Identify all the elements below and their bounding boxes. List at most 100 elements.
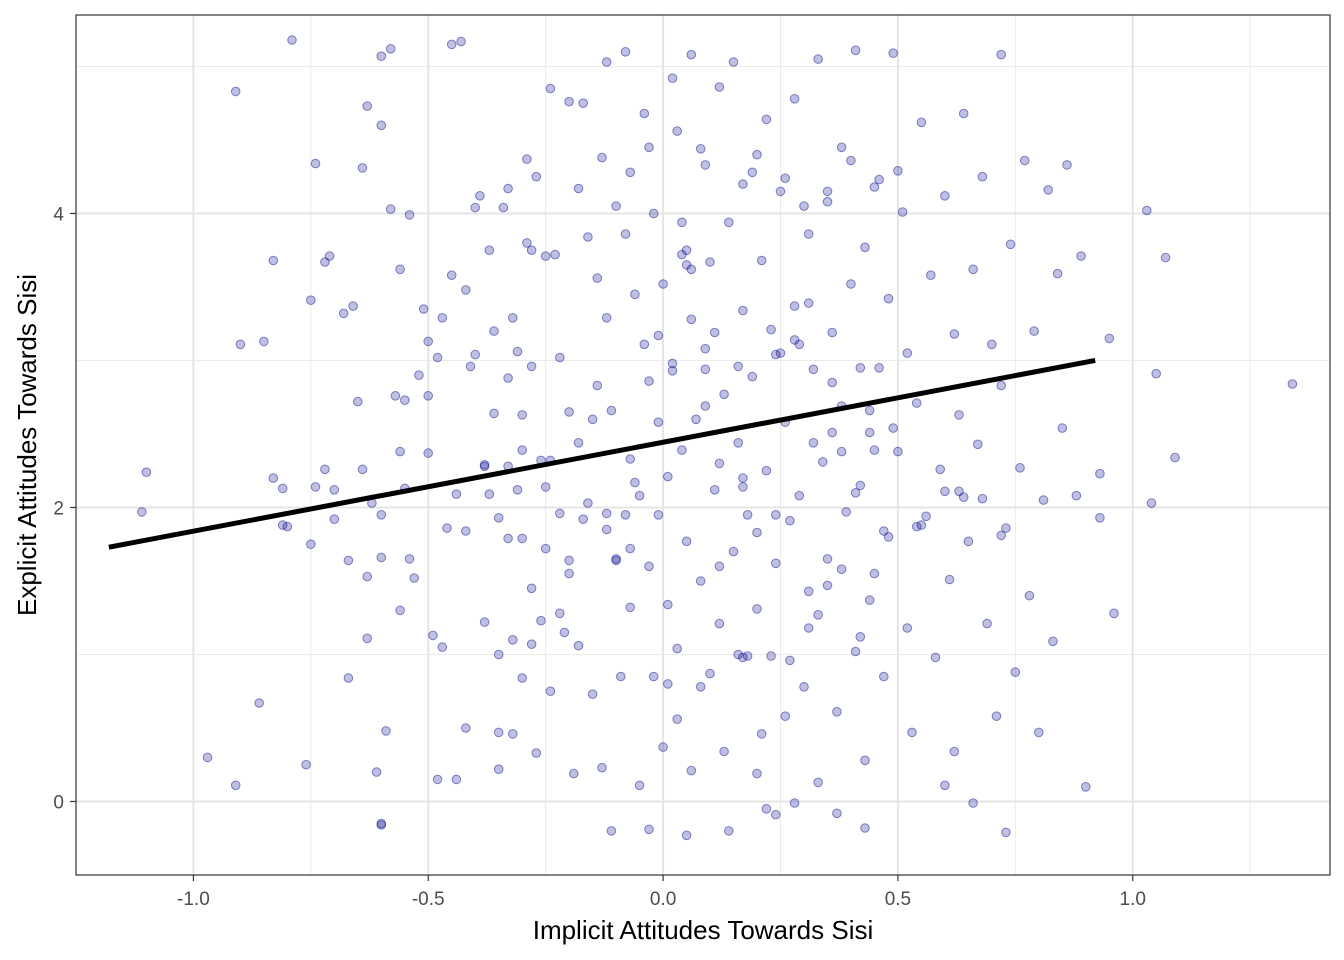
data-point — [512, 485, 523, 495]
data-point — [658, 742, 668, 752]
data-point — [846, 155, 856, 166]
data-point — [756, 255, 767, 266]
data-point — [400, 395, 410, 406]
data-point — [714, 618, 725, 629]
data-point — [489, 326, 499, 336]
data-point — [1019, 155, 1030, 166]
data-point — [550, 249, 560, 260]
data-point — [470, 349, 481, 360]
data-point — [958, 492, 969, 503]
data-point — [663, 679, 673, 689]
data-point — [977, 171, 988, 182]
x-tick-label: -1.0 — [177, 889, 210, 910]
data-point — [822, 554, 833, 564]
data-point — [418, 304, 429, 314]
data-point — [564, 407, 574, 417]
data-point — [709, 327, 720, 338]
data-point — [775, 186, 786, 197]
data-point — [555, 352, 565, 363]
data-point — [601, 524, 612, 535]
data-point — [479, 461, 490, 472]
data-point — [1005, 239, 1016, 250]
data-point — [423, 336, 434, 347]
data-point — [385, 204, 396, 214]
data-point — [968, 798, 978, 808]
data-point — [409, 573, 420, 583]
data-point — [423, 391, 434, 401]
data-point — [625, 167, 636, 178]
data-point — [1071, 490, 1082, 501]
data-point — [634, 490, 645, 501]
data-point — [540, 482, 551, 492]
data-point — [611, 554, 621, 564]
data-point — [911, 521, 922, 532]
y-axis-title: Explicit Attitudes Towards Sisi — [12, 274, 42, 616]
data-point — [395, 446, 405, 457]
data-point — [1095, 468, 1105, 479]
data-point — [686, 264, 697, 275]
data-point — [357, 464, 368, 475]
data-point — [644, 824, 654, 835]
data-point — [752, 527, 762, 538]
data-point — [320, 257, 330, 267]
data-point — [141, 467, 152, 478]
data-point — [973, 439, 983, 450]
data-point — [799, 682, 809, 692]
data-point — [780, 173, 791, 183]
data-point — [428, 630, 438, 641]
data-point — [583, 232, 593, 242]
data-point — [907, 727, 917, 738]
data-point — [1010, 667, 1021, 677]
data-point — [742, 510, 753, 520]
data-point — [667, 73, 678, 83]
data-point — [606, 405, 617, 416]
data-point — [559, 627, 570, 638]
data-point — [860, 242, 870, 253]
data-point — [700, 364, 711, 375]
data-point — [728, 57, 739, 67]
data-point — [620, 47, 631, 57]
data-point — [761, 804, 772, 814]
fit-line-group — [108, 358, 1096, 550]
data-point — [724, 217, 734, 228]
data-point — [540, 543, 551, 554]
data-point — [813, 777, 823, 788]
data-point — [348, 301, 358, 311]
data-point — [794, 339, 805, 350]
data-point — [357, 163, 368, 173]
data-point — [578, 514, 589, 525]
data-point — [630, 477, 640, 488]
data-point — [855, 480, 866, 491]
regression-line — [108, 358, 1096, 550]
data-point — [653, 510, 664, 520]
data-point — [766, 324, 776, 335]
data-point — [634, 780, 645, 791]
data-point — [620, 229, 631, 239]
data-point — [771, 349, 781, 360]
data-point — [376, 820, 387, 830]
data-point — [822, 186, 833, 197]
data-point — [940, 191, 950, 201]
data-point — [879, 526, 889, 536]
data-point — [254, 698, 265, 708]
data-point — [714, 561, 725, 572]
data-point — [808, 364, 819, 375]
data-point — [705, 257, 715, 267]
y-tick-label: 0 — [53, 792, 64, 813]
data-point — [259, 336, 269, 347]
data-point — [465, 361, 476, 372]
data-point — [456, 36, 466, 47]
data-point — [766, 651, 776, 661]
data-point — [503, 533, 513, 544]
data-point — [437, 313, 448, 323]
data-point — [545, 686, 556, 697]
data-point — [616, 671, 626, 682]
data-point — [1043, 185, 1053, 195]
data-point — [404, 210, 415, 220]
data-point — [672, 714, 683, 725]
panel-border — [75, 14, 1331, 876]
data-point — [719, 746, 729, 757]
data-point — [1057, 423, 1068, 433]
data-point — [503, 183, 513, 194]
data-point — [761, 114, 772, 125]
